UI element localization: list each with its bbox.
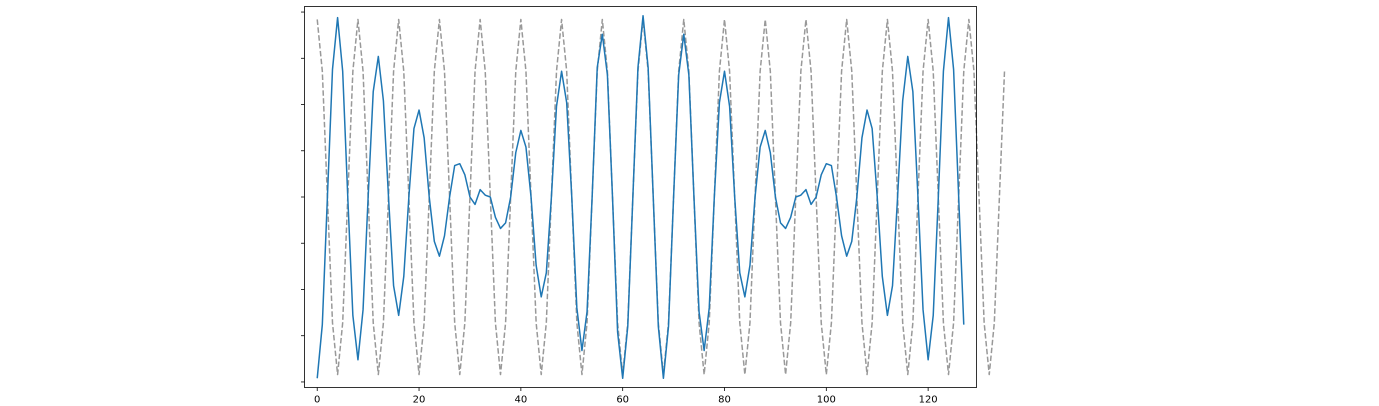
x-tick-label: 60 — [616, 395, 629, 406]
plot-frame — [304, 6, 977, 388]
y-axis-ticks — [301, 11, 305, 383]
x-axis-ticks: 0 20 40 60 80 100 120 — [314, 387, 938, 406]
x-tick-label: 100 — [817, 395, 836, 406]
solid-series-line — [316, 15, 965, 379]
x-tick-label: 0 — [314, 395, 320, 406]
x-tick-label: 120 — [919, 395, 938, 406]
x-tick-label: 20 — [413, 395, 426, 406]
x-tick-label: 80 — [718, 395, 731, 406]
x-tick-label: 40 — [514, 395, 527, 406]
series-layer — [316, 15, 1006, 379]
dashed-series-line — [316, 18, 1006, 376]
